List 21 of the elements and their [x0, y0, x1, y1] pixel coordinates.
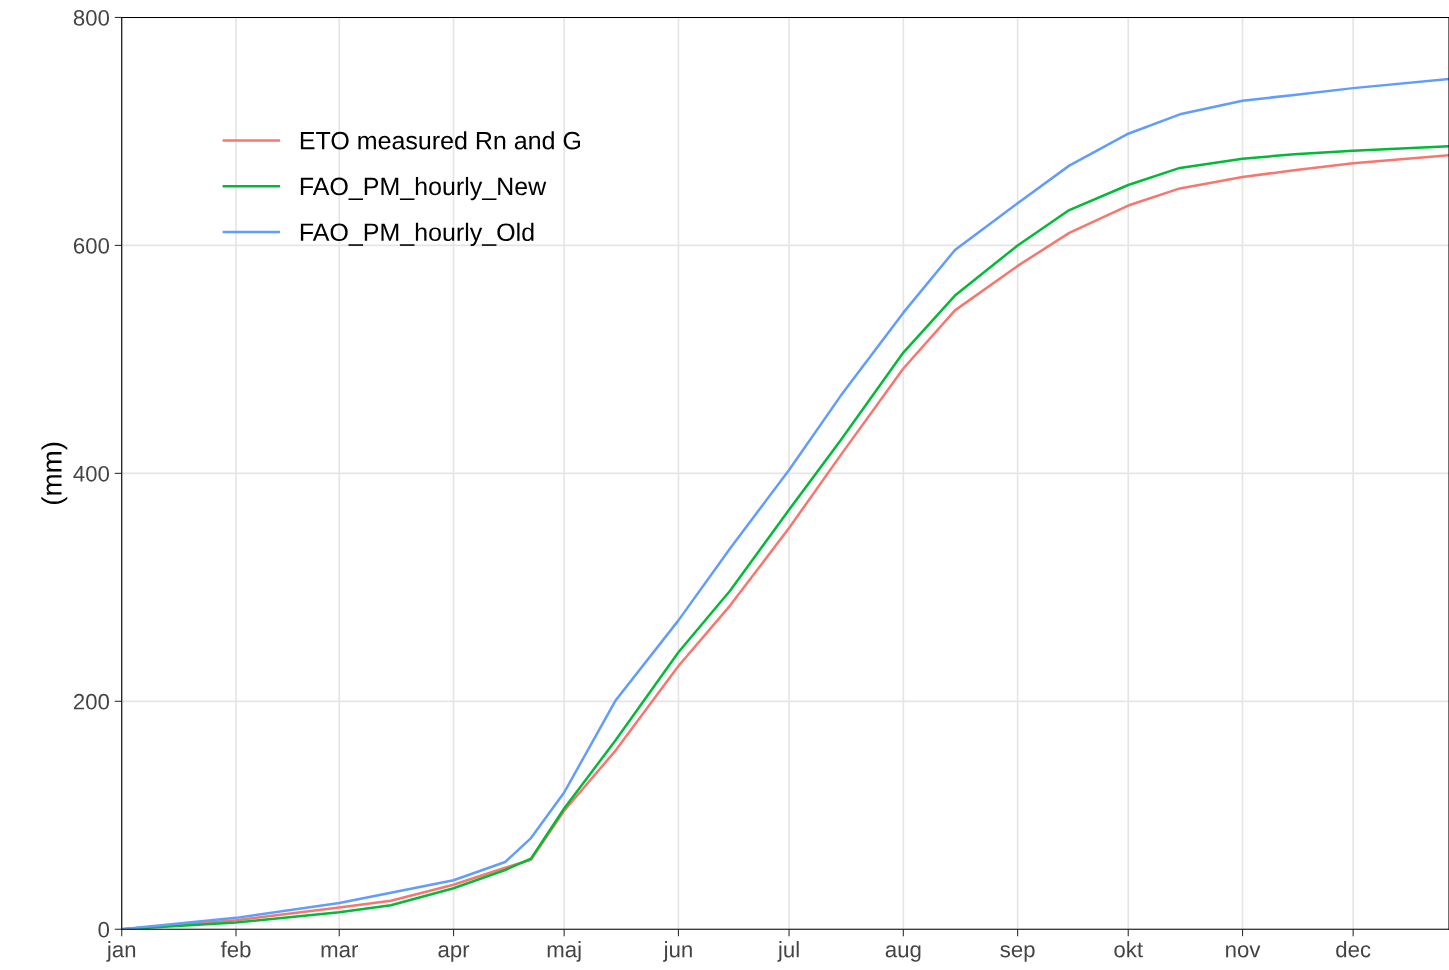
x-tick-label: nov [1226, 945, 1261, 958]
x-tick-label: maj [547, 941, 581, 962]
legend-label: FAO_PM_hourly_New [300, 176, 547, 201]
x-tick-label: feb [220, 941, 251, 958]
x-tick-label: jul [777, 941, 799, 962]
y-tick-label: 600 [73, 237, 110, 254]
x-tick-label: jan [106, 941, 136, 962]
y-axis-title: (mm) [41, 442, 68, 505]
x-tick-label: aug [885, 945, 921, 962]
y-tick-label: 200 [73, 693, 110, 710]
x-tick-label: dec [1336, 941, 1371, 958]
x-tick-label: sep [1000, 945, 1035, 962]
y-tick-label: 800 [73, 9, 110, 26]
legend-label: FAO_PM_hourly_Old [300, 222, 534, 247]
y-tick-label: 400 [73, 465, 110, 482]
x-tick-label: jun [663, 941, 692, 962]
x-tick-label: okt [1114, 941, 1143, 958]
legend-label: ETO measured Rn and G [300, 131, 581, 150]
y-tick-label: 0 [98, 921, 110, 938]
x-tick-label: mar [321, 945, 359, 958]
x-tick-label: apr [438, 945, 470, 962]
